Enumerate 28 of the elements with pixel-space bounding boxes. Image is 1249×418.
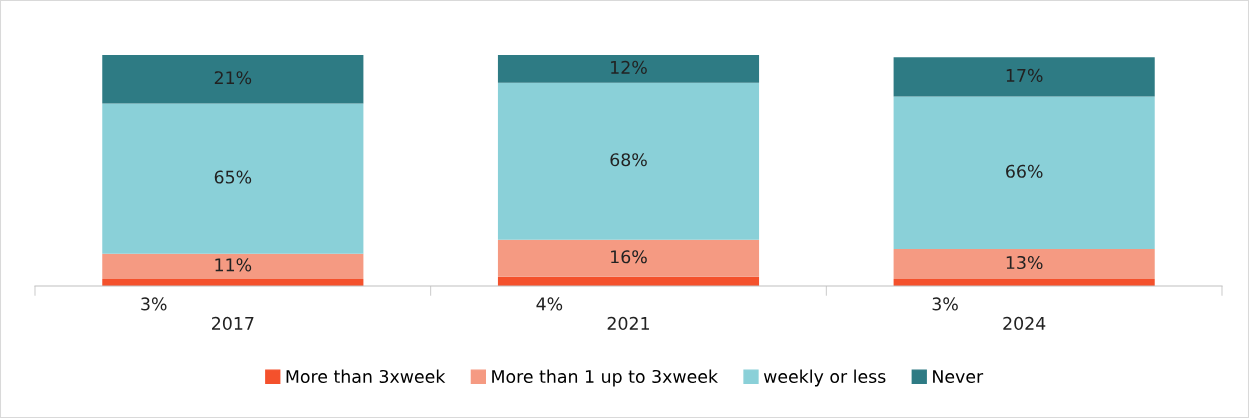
bar (497, 239, 760, 277)
bar (893, 249, 1155, 280)
bar (102, 55, 364, 104)
legend-label: More than 3xweek (286, 369, 446, 384)
bar (497, 55, 760, 83)
bar (893, 57, 1155, 97)
x-tick-label: 2024 (1003, 316, 1046, 330)
data-label: 66% (1006, 164, 1043, 178)
data-label: 68% (610, 153, 647, 167)
bar (102, 103, 364, 254)
bar (102, 253, 364, 280)
data-label: 21% (214, 71, 252, 85)
bar (893, 96, 1155, 250)
data-label: 3% (141, 297, 167, 311)
data-label: 65% (214, 170, 252, 184)
data-label: 13% (1006, 255, 1043, 270)
x-tick-label: 2021 (607, 316, 649, 330)
legend-label: weekly or less (763, 369, 886, 387)
bar (497, 82, 760, 240)
data-label: 16% (611, 250, 647, 264)
data-label: 17% (1006, 68, 1043, 82)
legend-label: Never (933, 370, 984, 384)
legend-label: More than 1 up to 3xweek (492, 369, 718, 387)
data-label: 4% (536, 297, 563, 311)
data-label: 12% (611, 60, 647, 74)
data-label: 11% (215, 258, 252, 272)
data-label: 3% (932, 297, 958, 311)
x-tick-label: 2017 (212, 316, 254, 330)
